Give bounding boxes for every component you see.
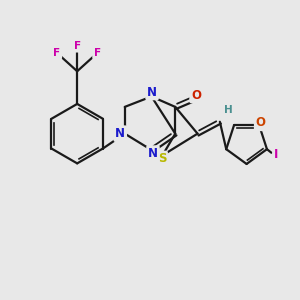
Text: S: S — [158, 152, 166, 165]
Text: N: N — [147, 85, 157, 98]
Text: F: F — [94, 48, 101, 58]
Text: O: O — [256, 116, 266, 129]
Text: F: F — [53, 48, 61, 58]
Text: F: F — [53, 48, 61, 58]
Text: O: O — [191, 88, 201, 101]
Text: I: I — [274, 148, 278, 161]
Text: F: F — [74, 41, 81, 51]
Text: N: N — [115, 127, 125, 140]
Text: N: N — [115, 127, 125, 140]
Text: H: H — [224, 105, 233, 115]
Text: H: H — [224, 105, 233, 115]
Text: F: F — [74, 41, 81, 51]
Text: N: N — [148, 147, 158, 160]
Text: O: O — [256, 116, 266, 129]
Text: N: N — [147, 85, 157, 98]
Text: N: N — [148, 147, 158, 160]
Text: F: F — [94, 48, 101, 58]
Text: O: O — [191, 88, 201, 101]
Text: I: I — [274, 148, 278, 161]
Text: S: S — [158, 152, 166, 165]
